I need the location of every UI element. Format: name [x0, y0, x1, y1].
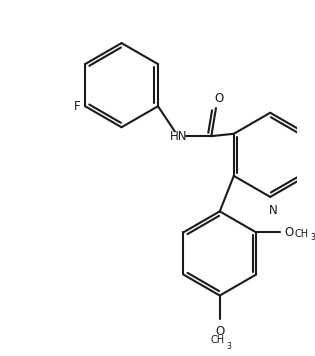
Text: O: O [214, 92, 223, 105]
Text: HN: HN [170, 130, 187, 143]
Text: CH: CH [210, 335, 225, 345]
Text: CH: CH [295, 229, 309, 239]
Text: 3: 3 [226, 341, 231, 351]
Text: N: N [269, 204, 278, 218]
Text: O: O [215, 325, 224, 339]
Text: F: F [74, 100, 80, 113]
Text: 3: 3 [311, 232, 315, 242]
Text: O: O [284, 226, 294, 239]
